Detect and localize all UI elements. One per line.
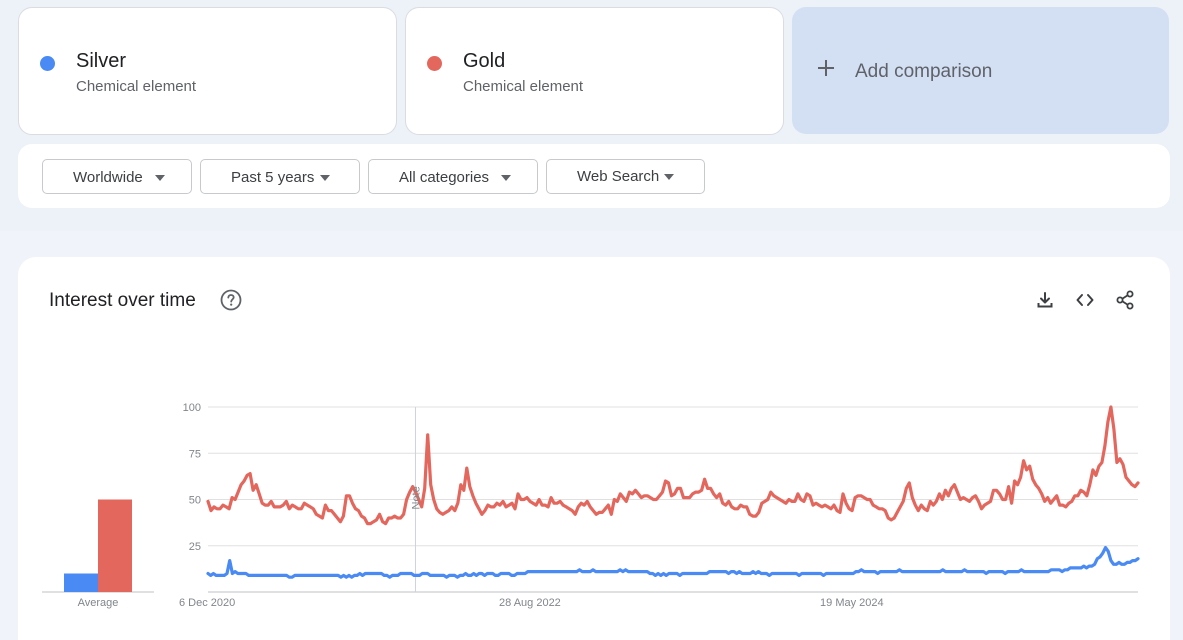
embed-icon[interactable] <box>1075 290 1095 310</box>
y-tick-label: 100 <box>183 402 201 414</box>
region-dropdown[interactable]: Worldwide <box>42 159 192 194</box>
filter-bar: Worldwide Past 5 years All categories We… <box>18 144 1170 208</box>
category-value: All categories <box>399 169 490 186</box>
series-line-silver <box>206 546 1140 579</box>
caret-down-icon <box>320 175 330 181</box>
term-card-gold[interactable]: Gold Chemical element <box>405 7 784 135</box>
time-range-dropdown[interactable]: Past 5 years <box>200 159 360 194</box>
y-tick-label: 75 <box>189 448 201 460</box>
search-type-dropdown[interactable]: Web Search <box>546 159 705 194</box>
download-icon[interactable] <box>1035 290 1055 310</box>
term-card-silver[interactable]: Silver Chemical element <box>18 7 397 135</box>
series-lines <box>206 405 1140 579</box>
average-bar-gold <box>98 499 132 592</box>
term-subtitle: Chemical element <box>76 78 197 95</box>
series-color-dot <box>40 56 55 71</box>
term-name: Silver <box>76 50 127 72</box>
x-tick-label: 6 Dec 2020 <box>179 597 235 609</box>
add-comparison-label: Add comparison <box>855 61 993 82</box>
help-icon[interactable] <box>220 289 242 311</box>
series-color-dot <box>427 56 442 71</box>
y-tick-label: 50 <box>189 495 201 507</box>
average-label: Average <box>78 597 119 609</box>
search-type-value: Web Search <box>577 168 660 185</box>
note-label: Note <box>410 486 422 509</box>
add-comparison-button[interactable]: Add comparison <box>792 7 1169 134</box>
time-range-value: Past 5 years <box>231 169 315 186</box>
plus-icon <box>818 60 834 76</box>
interest-chart: 25 50 75 100 Note 6 Dec 2020 28 Aug 2022 19 May… <box>42 402 1140 609</box>
average-bars <box>42 499 154 593</box>
caret-down-icon <box>664 174 674 180</box>
axis-labels: 25 50 75 100 Note 6 Dec 2020 28 Aug 2022 19 May… <box>78 402 884 609</box>
grid-lines <box>208 406 1138 593</box>
region-value: Worldwide <box>73 169 143 186</box>
series-line-gold <box>206 405 1140 526</box>
category-dropdown[interactable]: All categories <box>368 159 538 194</box>
x-tick-label: 19 May 2024 <box>820 597 884 609</box>
term-subtitle: Chemical element <box>463 78 584 95</box>
y-tick-label: 25 <box>189 541 201 553</box>
x-tick-label: 28 Aug 2022 <box>499 597 561 609</box>
interest-over-time-card: Interest over time 25 50 75 100 Note 6 Dec 20… <box>18 257 1170 640</box>
term-name: Gold <box>463 50 506 72</box>
average-bar-silver <box>64 573 98 592</box>
caret-down-icon <box>155 175 165 181</box>
chart-title: Interest over time <box>49 290 196 311</box>
caret-down-icon <box>501 175 511 181</box>
share-icon[interactable] <box>1115 290 1135 310</box>
